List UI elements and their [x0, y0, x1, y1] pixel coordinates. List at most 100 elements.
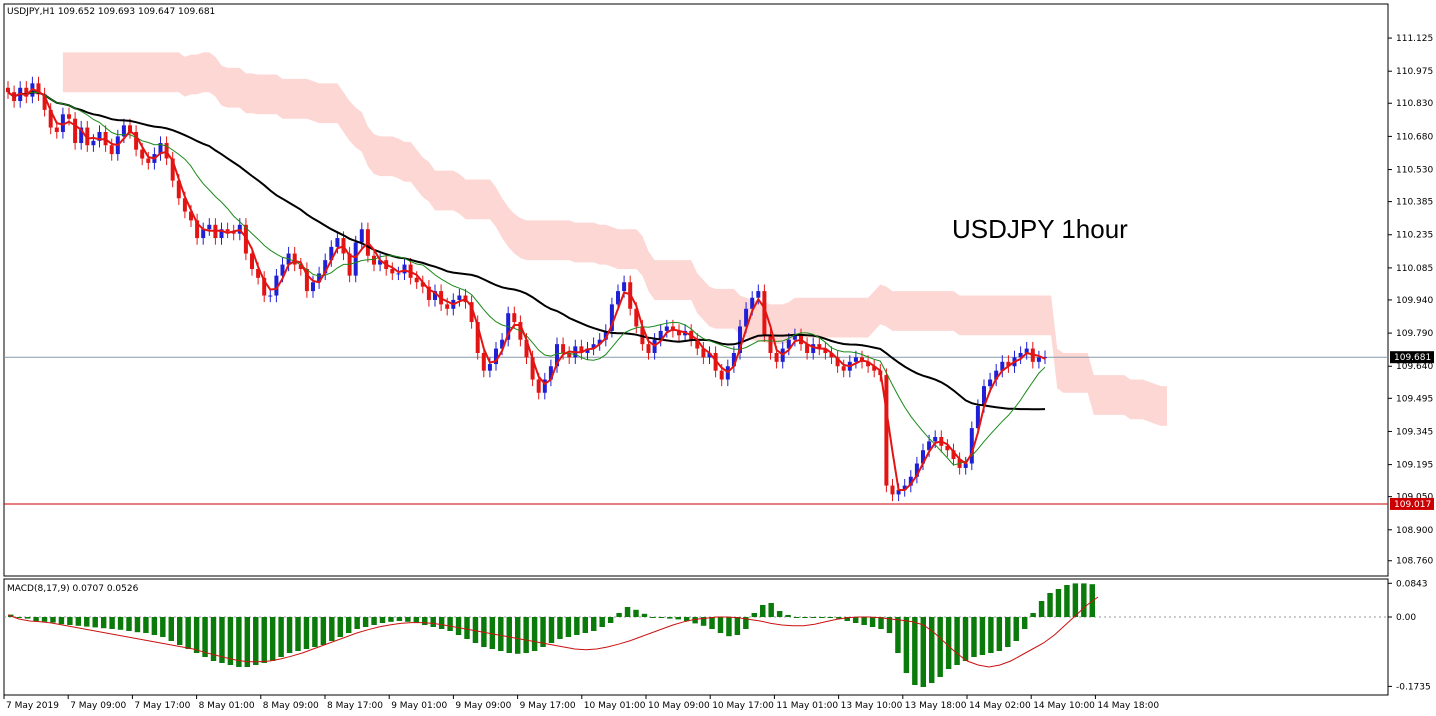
candle-body — [823, 348, 828, 353]
current-price-label: 109.681 — [1394, 353, 1431, 363]
macd-bar — [143, 617, 149, 633]
candle-body — [79, 127, 84, 144]
y-tick-label: 110.385 — [1396, 198, 1433, 208]
macd-bar — [16, 617, 22, 618]
macd-bar — [24, 617, 31, 619]
candle-body — [567, 352, 572, 358]
candle-body — [664, 326, 669, 331]
candle-body — [372, 255, 376, 265]
time-axis: 7 May 2019 7 May 09:00 7 May 17:00 8 May 01… — [3, 695, 1159, 711]
macd-signal-line — [7, 596, 1099, 668]
macd-bar — [920, 617, 927, 687]
macd-bar — [303, 617, 310, 649]
macd-bar — [312, 617, 318, 647]
macd-bar — [1072, 583, 1079, 617]
candle-body — [268, 295, 273, 297]
candle-body — [1000, 361, 1005, 371]
macd-bar — [810, 617, 817, 618]
candle-body — [634, 308, 639, 327]
macd-bar — [354, 617, 360, 629]
macd-bar — [126, 617, 132, 631]
candle-body — [359, 229, 364, 243]
macd-bar — [362, 617, 369, 627]
candle-body — [487, 364, 492, 371]
macd-bar — [743, 617, 749, 629]
candle-body — [311, 282, 315, 292]
candle-body — [524, 339, 529, 358]
macd-bar — [869, 617, 876, 627]
candle-body — [481, 352, 486, 371]
macd-bar — [92, 617, 98, 628]
candle-body — [646, 344, 651, 353]
macd-bar — [802, 617, 808, 618]
candle-body — [896, 490, 901, 495]
x-tick-label: 8 May 17:00 — [327, 701, 383, 711]
macd-bar — [202, 617, 208, 657]
candle-body — [555, 344, 559, 367]
candle-body — [182, 198, 187, 212]
macd-bar — [160, 617, 166, 637]
macd-bar — [472, 617, 479, 643]
macd-bar — [709, 617, 715, 629]
x-tick-label: 7 May 17:00 — [134, 701, 190, 711]
y-tick-label: 109.640 — [1396, 362, 1433, 372]
macd-bar — [760, 605, 766, 617]
candle-body — [1006, 361, 1011, 367]
macd-bar — [168, 617, 174, 641]
candle-body — [176, 180, 181, 199]
candle-body — [792, 335, 797, 340]
macd-bar — [33, 617, 39, 621]
macd-bar — [1013, 617, 1019, 641]
macd-bar — [514, 617, 521, 654]
macd-bar — [945, 617, 952, 669]
macd-bar — [819, 617, 825, 618]
candle-body — [866, 361, 871, 367]
macd-bar — [75, 617, 82, 626]
candle-body — [853, 357, 858, 362]
y-tick-label: 110.235 — [1396, 231, 1433, 241]
candle-body — [475, 322, 480, 353]
candle-body — [97, 131, 102, 141]
macd-bar — [793, 617, 800, 618]
macd-bar — [337, 617, 343, 637]
candle-body — [597, 339, 602, 345]
y-tick-label: 110.530 — [1396, 166, 1433, 176]
fast-ma-line — [7, 88, 1046, 491]
macd-bar — [633, 609, 639, 617]
macd-bar — [650, 617, 656, 618]
macd-bar — [776, 611, 783, 617]
macd-bar — [236, 617, 242, 667]
candle-body — [884, 375, 889, 486]
candle-body — [963, 463, 968, 468]
candle-body — [603, 330, 608, 340]
y-tick-label: 109.195 — [1396, 461, 1433, 471]
candle-body — [219, 229, 224, 239]
candle-body — [707, 352, 712, 358]
candle-body — [835, 357, 840, 367]
y-tick-label: 109.050 — [1396, 493, 1433, 503]
candle-body — [67, 114, 71, 119]
candle-body — [402, 264, 407, 274]
candle-body — [738, 326, 742, 353]
candle-body — [750, 297, 755, 309]
macd-bar — [844, 617, 850, 621]
candle-body — [841, 366, 846, 371]
symbol-header: USDJPY,H1 109.652 109.693 109.647 109.68… — [7, 7, 215, 17]
candle-body — [231, 231, 236, 234]
x-tick-label: 10 May 17:00 — [712, 701, 774, 711]
macd-bar — [1081, 583, 1087, 617]
candle-body — [768, 335, 773, 353]
macd-bar — [464, 617, 470, 639]
candle-body — [561, 344, 566, 353]
macd-bar — [84, 617, 90, 627]
candle-body — [274, 275, 279, 296]
macd-bar — [565, 617, 572, 637]
candle-body — [54, 127, 59, 132]
macd-bar — [700, 617, 707, 626]
candle-body — [817, 344, 822, 349]
candle-body — [225, 229, 230, 232]
macd-bar — [523, 617, 529, 653]
macd-bar — [937, 617, 943, 677]
slow-ma-line — [7, 91, 1046, 466]
x-tick-label: 13 May 10:00 — [841, 701, 903, 711]
